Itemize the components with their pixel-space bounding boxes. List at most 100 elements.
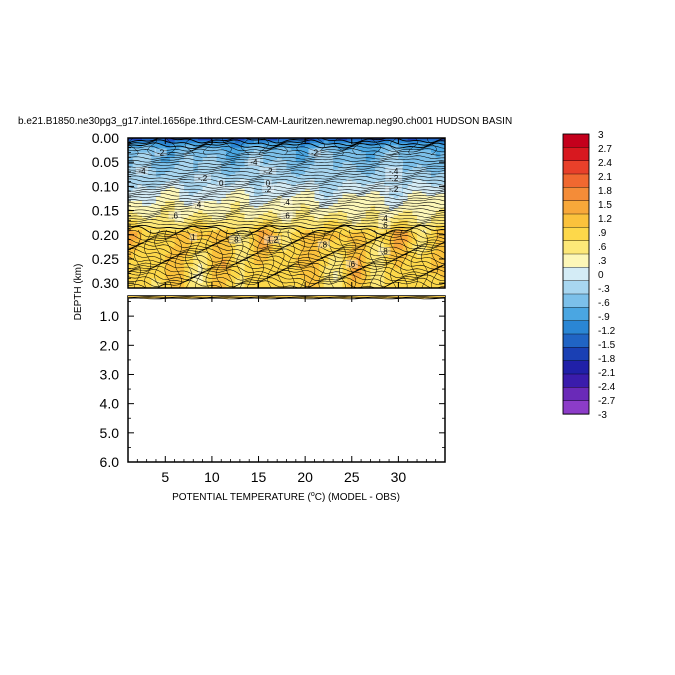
- colorbar-swatch: [562, 187, 590, 202]
- contour-line: [128, 233, 445, 244]
- contour-line: [128, 152, 445, 157]
- contour-line: [328, 229, 336, 288]
- contour-line: [127, 297, 446, 299]
- contour-label: -.2: [389, 185, 399, 194]
- contour-line: [154, 229, 162, 288]
- colorbar-label: 1.8: [598, 186, 612, 197]
- contour-line: [221, 138, 232, 156]
- colorbar-label: 1.2: [598, 214, 612, 225]
- colorbar-label: .9: [598, 228, 607, 239]
- contour-line: [203, 138, 214, 156]
- contour-label: .4: [195, 200, 202, 209]
- colorbar-swatch: [562, 320, 590, 335]
- y-tick-label: 0.20: [92, 227, 119, 243]
- contour-line: [128, 175, 445, 180]
- contour-line: [127, 297, 446, 300]
- contour-line: [128, 178, 445, 183]
- contour-line: [128, 163, 445, 169]
- contour-label: 1: [191, 233, 196, 242]
- contour-label: -2: [157, 149, 165, 158]
- contour-label: .6: [348, 260, 355, 269]
- contour-line: [166, 138, 176, 156]
- colorbar-swatch: [562, 147, 590, 162]
- y-tick-label: 0.30: [92, 275, 119, 291]
- colorbar-swatch: [562, 280, 590, 295]
- upper-panel: -2-4-.2-2-4-.4-.2-.20 0.2 -.2.4.4.6.6.4.61…: [92, 130, 446, 291]
- contour-line: [128, 138, 445, 144]
- y-tick-label: 0.05: [92, 154, 119, 170]
- colorbar-swatch: [562, 347, 590, 362]
- contour-line: [128, 219, 445, 224]
- contour-line: [259, 138, 269, 155]
- contour-label: 1.2: [267, 236, 279, 245]
- x-axis-label: POTENTIAL TEMPERATURE (oC) (MODEL - OBS): [172, 491, 400, 503]
- colorbar-label: .3: [598, 256, 607, 267]
- colorbar-swatch: [562, 373, 590, 388]
- contour-line: [128, 187, 445, 192]
- contour-line: [318, 229, 326, 288]
- colorbar-label: 2.4: [598, 158, 612, 169]
- contour-line: [184, 138, 195, 155]
- colorbar-swatch: [562, 307, 590, 322]
- colorbar-label: -2.7: [598, 396, 616, 407]
- contour-line: [128, 210, 445, 215]
- colorbar-label: -1.2: [598, 326, 616, 337]
- contour-label: .4: [381, 214, 388, 223]
- contour-line: [359, 229, 367, 288]
- contour-line: [128, 269, 445, 278]
- colorbar-label: -1.5: [598, 340, 616, 351]
- contour-line: [277, 229, 285, 288]
- contour-line: [128, 245, 445, 256]
- contour-line: [128, 138, 139, 155]
- contour-label: -4: [250, 158, 258, 167]
- y-tick-label: 1.0: [100, 308, 120, 324]
- contour-line: [128, 181, 445, 186]
- colorbar-swatch: [562, 133, 590, 148]
- contour-line: [164, 229, 172, 288]
- contour-line: [185, 229, 193, 288]
- contour-line: [408, 138, 419, 156]
- contour-line: [147, 138, 158, 156]
- colorbar-swatch: [562, 360, 590, 375]
- contour-line: [352, 138, 363, 156]
- contour-line: [410, 229, 418, 288]
- contour-line: [128, 158, 445, 163]
- colorbar-frame: [562, 133, 590, 415]
- contour-line: [128, 184, 445, 189]
- colorbar-swatch: [562, 400, 590, 415]
- contour-line: [128, 227, 445, 238]
- contour-line: [240, 138, 250, 156]
- colorbar-label: -.3: [598, 284, 610, 295]
- colorbar-label: 2.7: [598, 144, 612, 155]
- lower-panel-top-contours: [127, 296, 446, 300]
- contour-line: [369, 229, 377, 288]
- contour-label: 0: [219, 179, 224, 188]
- contour-line: [315, 138, 325, 156]
- contour-label: -.2: [389, 174, 399, 183]
- contour-line: [133, 229, 141, 288]
- contour-label: .4: [283, 198, 290, 207]
- contour-line: [296, 138, 307, 156]
- contour-line: [128, 190, 445, 195]
- contour-label: -.4: [389, 167, 399, 176]
- y-tick-label: 3.0: [100, 367, 120, 383]
- contour-line: [128, 248, 445, 259]
- contour-line: [287, 229, 295, 288]
- colorbar-label: -3: [598, 410, 607, 421]
- contour-label: .6: [171, 211, 178, 220]
- contour-label: -.2: [198, 174, 208, 183]
- contour-label: -4: [138, 167, 146, 176]
- contour-line: [308, 229, 316, 288]
- lower-y-axis: 1.0 2.0 3.0 4.0 5.0 6.0: [100, 301, 445, 470]
- contour-line: [128, 145, 445, 152]
- contour-line: [128, 155, 445, 160]
- contour-line: [400, 229, 408, 288]
- colorbar-swatch: [562, 173, 590, 188]
- y-tick-label: 0.25: [92, 251, 119, 267]
- colorbar-label: -2.1: [598, 368, 616, 379]
- colorbar-swatch: [562, 253, 590, 268]
- y-tick-label: 0.15: [92, 203, 119, 219]
- contour-label: 0: [266, 179, 271, 188]
- contour-line: [389, 138, 400, 155]
- y-tick-label: 0.00: [92, 130, 119, 146]
